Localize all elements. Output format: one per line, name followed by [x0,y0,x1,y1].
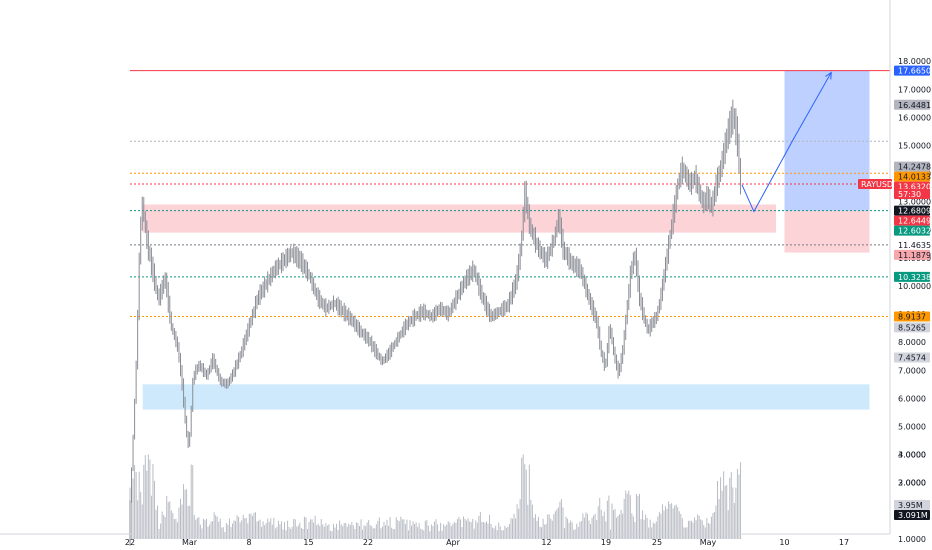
price-badge-label: 10.3238 [898,273,931,282]
price-badge [894,249,930,260]
price-tick-label: 13.0000 [898,198,931,207]
volume-badge [894,510,930,520]
symbol-badge-label: RAYUSD [861,180,893,189]
time-tick-label: 22 [363,538,373,547]
countdown-badge [894,188,930,199]
price-badge-label: 17.6650 [898,67,931,76]
price-badge [894,352,930,363]
volume-tick-label: 2.0000 [898,479,926,488]
price-badge-label: 16.4481 [898,101,931,110]
price-tick-label: 16.0000 [898,113,931,122]
price-badge [894,322,930,333]
price-tick-label: 6.0000 [898,394,926,403]
price-tick-label: 5.0000 [898,423,926,432]
levels-layer [130,70,890,318]
price-badge [894,239,930,250]
price-badge [894,311,930,322]
forecast-arrowhead [825,71,832,80]
price-badge-label: 8.5265 [898,323,926,332]
time-tick-label: 8 [246,538,251,547]
price-tick-label: 4.0000 [898,451,926,460]
price-tick-label: 1.0000 [898,535,926,544]
time-tick-label: Mar [182,538,198,547]
zone-target [784,70,870,211]
price-badge-label: 12.6032 [898,227,931,236]
price-tick-label: 7.0000 [898,366,926,375]
price-tick-label: 10.0000 [898,282,931,291]
volume-badge-label: 3.091M [898,511,928,520]
zone-resistance [142,204,776,233]
price-tick-label: 15.0000 [898,142,931,151]
volume-tick-label: 3.0000 [898,450,926,459]
time-tick-label: 17 [839,538,849,547]
zone-support [142,384,870,410]
time-tick-label: May [700,538,717,547]
volume-layer [129,454,741,539]
forecast-path [741,72,832,213]
forecast-layer [741,71,832,213]
price-badge [894,271,930,282]
price-badge-label: 14.2478 [898,163,931,172]
time-tick-label: 19 [601,538,611,547]
price-badge [894,225,930,236]
time-tick-label: 22 [125,538,135,547]
price-badge-label: 7.4574 [898,353,926,362]
price-badge-label: 8.9137 [898,313,926,322]
countdown-label: 57:30 [898,190,921,199]
volume-badge-label: 3.95M [898,501,923,510]
price-tick-label: 8.0000 [898,338,926,347]
price-tick-label: 18.0000 [898,57,931,66]
price-badge-label: 14.0133 [898,173,931,182]
price-badge [894,171,930,182]
price-badge [894,205,930,216]
symbol-badge [858,178,892,189]
price-badge [894,99,930,110]
price-badge-label: 12.6809 [898,207,931,216]
time-tick-label: 12 [541,538,551,547]
time-tick-label: 15 [303,538,313,547]
volume-badge [894,500,930,510]
price-badge-label: 11.1879 [898,251,931,260]
price-layer [129,99,741,546]
time-tick-label: 10 [779,538,789,547]
zones-layer [142,70,870,410]
price-badge [894,65,930,76]
price-badge-label: 13.6320 [898,183,931,192]
price-badge [894,161,930,172]
time-axis[interactable]: 22 Mar 8 15 22 Apr 12 19 25 May 10 17 [125,538,849,547]
price-badge [894,215,930,226]
zone-stop [784,210,870,253]
time-tick-label: 25 [652,538,662,547]
price-tick-label: 17.0000 [898,85,931,94]
price-axis[interactable]: 1.00002.00003.00004.00005.00006.00007.00… [898,57,931,544]
time-tick-label: Apr [446,538,461,547]
price-tick-label: 3.0000 [898,479,926,488]
price-badge-label: 11.4635 [898,241,931,250]
price-badge-label: 12.6449 [898,217,931,226]
